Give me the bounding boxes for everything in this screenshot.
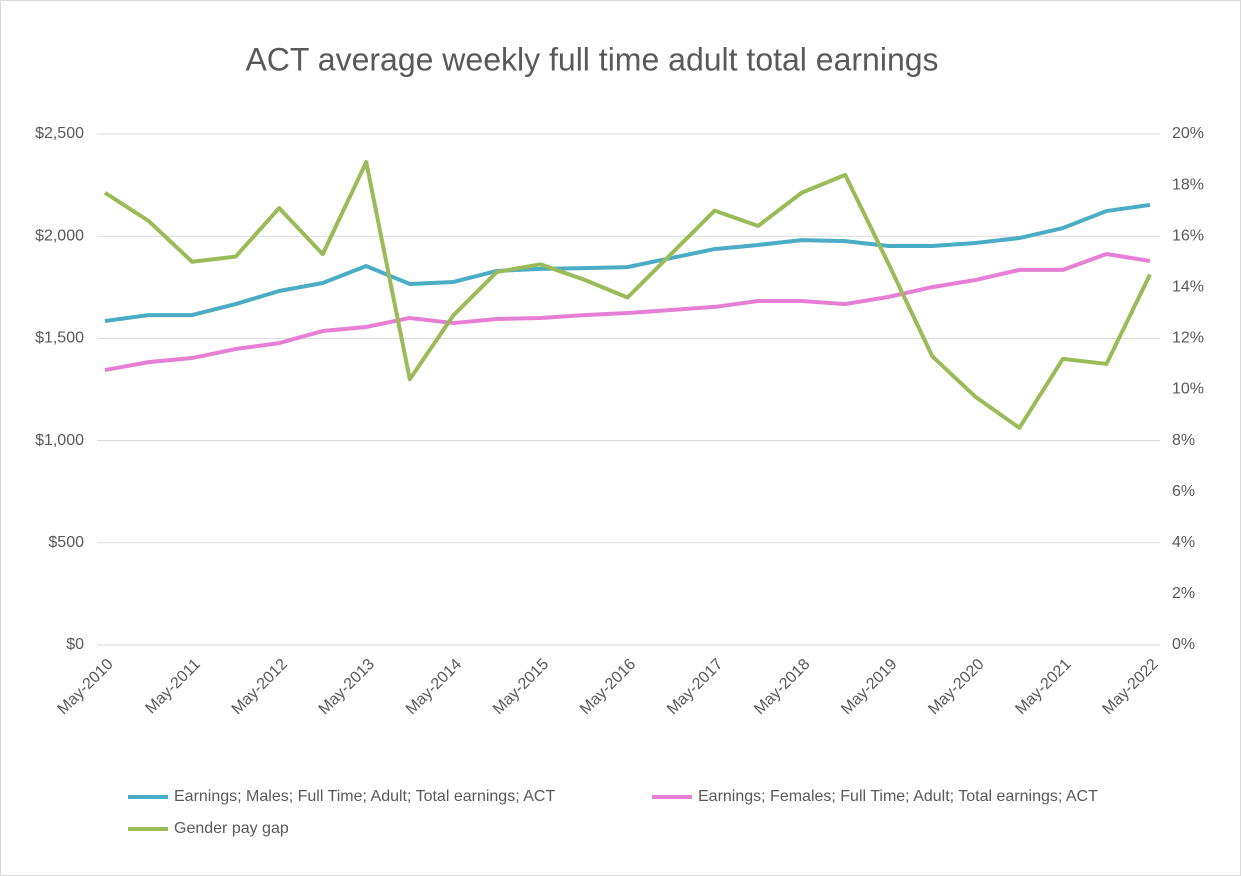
y2-tick-label: 16% xyxy=(1172,227,1204,244)
y2-tick-label: 10% xyxy=(1172,381,1204,398)
legend-label: Earnings; Males; Full Time; Adult; Total… xyxy=(174,788,555,805)
y-tick-label: $500 xyxy=(48,534,84,551)
legend-label: Earnings; Females; Full Time; Adult; Tot… xyxy=(698,788,1098,805)
y-tick-label: $2,000 xyxy=(35,227,84,244)
y-tick-label: $2,500 xyxy=(35,125,84,142)
series-line xyxy=(104,202,1151,324)
series-line xyxy=(104,251,1151,373)
y2-tick-label: 6% xyxy=(1172,483,1195,500)
y-tick-label: $0 xyxy=(66,636,84,653)
series-line xyxy=(103,160,1152,430)
y2-tick-label: 12% xyxy=(1172,330,1204,347)
y-tick-label: $1,500 xyxy=(35,330,84,347)
y2-tick-label: 20% xyxy=(1172,125,1204,142)
y-tick-label: $1,000 xyxy=(35,432,84,449)
y2-tick-label: 0% xyxy=(1172,636,1195,653)
y2-tick-label: 4% xyxy=(1172,534,1195,551)
y2-tick-label: 8% xyxy=(1172,432,1195,449)
legend-label: Gender pay gap xyxy=(174,820,289,837)
y2-tick-label: 18% xyxy=(1172,176,1204,193)
chart-title: ACT average weekly full time adult total… xyxy=(245,41,938,77)
y2-tick-label: 2% xyxy=(1172,585,1195,602)
y2-tick-label: 14% xyxy=(1172,279,1204,296)
